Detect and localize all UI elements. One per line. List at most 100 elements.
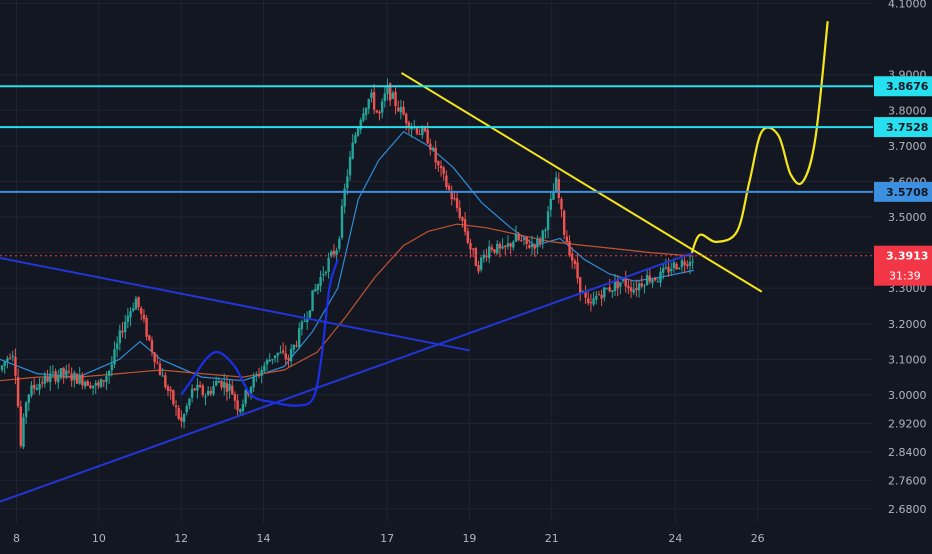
candle-body (656, 281, 660, 283)
candle-body (530, 244, 534, 248)
level-price-badge[interactable] (874, 76, 932, 97)
level-price-badge[interactable] (874, 181, 932, 202)
candle-body (445, 175, 448, 187)
candle-body (148, 335, 151, 341)
candle-body (300, 321, 304, 330)
candle-body (180, 417, 183, 422)
candle-body (608, 287, 611, 292)
candle-body (257, 374, 261, 377)
candle-body (35, 387, 39, 390)
candle-body (97, 382, 100, 386)
candle-body (348, 157, 352, 176)
candle-body (568, 241, 571, 256)
candle-body (562, 210, 566, 235)
candle-body (554, 177, 558, 193)
candle-body (637, 283, 641, 291)
projection-path[interactable] (690, 21, 829, 254)
candle-body (137, 296, 140, 308)
candle-body (319, 276, 322, 286)
candle-body (482, 254, 486, 259)
candle-body (490, 247, 494, 250)
candle-body (113, 349, 116, 365)
candle-body (372, 92, 376, 110)
time-tick-label: 26 (751, 532, 765, 545)
candle-body (661, 268, 665, 273)
candle-body (322, 274, 325, 276)
price-tick-label: 3.7000 (888, 140, 927, 153)
candle-body (83, 382, 87, 387)
candle-body (616, 279, 619, 289)
level-price-badge[interactable] (874, 117, 932, 138)
candle-body (415, 127, 419, 134)
level-price-label: 3.8676 (886, 80, 929, 93)
candle-body (284, 353, 287, 360)
candle-body (686, 264, 689, 267)
candle-body (463, 219, 467, 232)
candle-body (383, 93, 387, 102)
trendline[interactable] (0, 256, 470, 352)
candle-body (107, 370, 111, 377)
candle-body (145, 318, 148, 337)
price-tick-label: 2.6800 (888, 503, 927, 516)
candle-body (231, 385, 234, 395)
candle-body (560, 199, 563, 210)
candle-body (233, 393, 237, 401)
candle-body (249, 386, 253, 396)
candle-body (546, 211, 550, 230)
price-tick-label: 2.8400 (888, 446, 927, 459)
candle-body (140, 308, 143, 314)
candle-body (479, 257, 483, 270)
time-tick-label: 8 (13, 532, 20, 545)
candle-body (552, 192, 555, 200)
candle-body (367, 99, 370, 109)
candle-body (73, 372, 76, 381)
candle-body (305, 317, 309, 323)
candle-body (338, 238, 341, 249)
candle-body (268, 359, 271, 362)
candle-body (295, 345, 298, 347)
price-tick-label: 3.1000 (888, 353, 927, 366)
candle-body (75, 373, 79, 384)
candle-body (627, 285, 630, 289)
candle-body (557, 179, 561, 198)
moving-average-line (0, 130, 695, 382)
candle-body (30, 385, 33, 396)
candle-body (308, 310, 312, 318)
price-tick-label: 3.2000 (888, 318, 927, 331)
moving-average-line (0, 223, 694, 382)
candle-body (509, 243, 512, 247)
time-tick-label: 24 (668, 532, 682, 545)
candle-body (206, 390, 210, 396)
candle-body (335, 250, 338, 255)
time-tick-label: 17 (380, 532, 394, 545)
candle-body (423, 127, 427, 132)
candle-body (287, 358, 290, 360)
candle-body (214, 381, 218, 386)
trendline[interactable] (0, 251, 695, 503)
candle-body (565, 236, 569, 243)
candle-body (397, 107, 400, 111)
price-tick-label: 3.5000 (888, 211, 927, 224)
candle-body (640, 283, 643, 287)
candle-body (158, 363, 162, 376)
candle-body (59, 368, 63, 377)
candle-body (94, 383, 97, 386)
candle-body (592, 298, 595, 305)
candle-body (164, 375, 167, 388)
candle-body (142, 314, 146, 320)
candle-body (541, 230, 544, 243)
candle-body (220, 380, 223, 388)
candle-body (351, 142, 354, 159)
candle-body (41, 382, 44, 384)
candle-body (289, 349, 293, 362)
candle-body (632, 289, 635, 293)
projection-path[interactable] (180, 259, 339, 407)
candle-body (405, 113, 408, 124)
candle-body (330, 251, 333, 257)
candle-body (402, 106, 405, 115)
candle-body (70, 373, 73, 381)
candle-body (471, 248, 475, 250)
